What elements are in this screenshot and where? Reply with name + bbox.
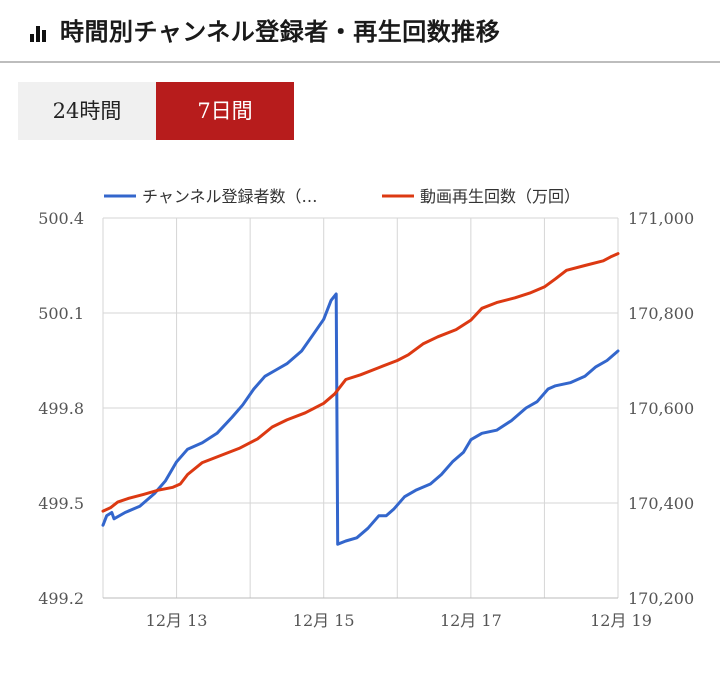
tab-24h[interactable]: 24時間 xyxy=(18,82,156,140)
legend: チャンネル登録者数（… 動画再生回数（万回） xyxy=(104,187,580,206)
trend-chart: チャンネル登録者数（… 動画再生回数（万回） 499.2 499.5 499.8 500… xyxy=(38,187,694,630)
x-tick-label: 12月 19 xyxy=(590,611,652,630)
bar-chart-icon xyxy=(30,24,48,42)
y-right-tick-label: 170,400 xyxy=(628,494,694,513)
y-left-tick-label: 499.2 xyxy=(38,589,84,608)
tab-7d[interactable]: 7日間 xyxy=(156,82,294,140)
view-count-line xyxy=(101,252,620,513)
period-tabs: 24時間 7日間 xyxy=(18,82,294,140)
axes: 499.2 499.5 499.8 500.1 500.4 170,200 170,400 1… xyxy=(38,209,694,630)
y-left-tick-label: 500.4 xyxy=(38,209,84,228)
y-right-tick-label: 171,000 xyxy=(628,209,694,228)
y-right-tick-label: 170,200 xyxy=(628,589,694,608)
legend-label: 動画再生回数（万回） xyxy=(420,187,580,206)
grid xyxy=(102,217,619,599)
y-left-tick-label: 499.8 xyxy=(38,399,84,418)
chart-header: 時間別チャンネル登録者・再生回数推移 xyxy=(0,0,720,63)
y-right-tick-label: 170,800 xyxy=(628,304,694,323)
subscriber-count-line xyxy=(101,292,620,546)
x-tick-label: 12月 13 xyxy=(146,611,208,630)
y-left-tick-label: 499.5 xyxy=(38,494,84,513)
y-right-tick-label: 170,600 xyxy=(628,399,694,418)
y-left-tick-label: 500.1 xyxy=(38,304,84,323)
x-tick-label: 12月 15 xyxy=(293,611,355,630)
series-lines xyxy=(101,252,620,546)
chart-section-title: 時間別チャンネル登録者・再生回数推移 xyxy=(60,17,501,46)
legend-label: チャンネル登録者数（… xyxy=(142,187,318,206)
x-tick-label: 12月 17 xyxy=(440,611,502,630)
